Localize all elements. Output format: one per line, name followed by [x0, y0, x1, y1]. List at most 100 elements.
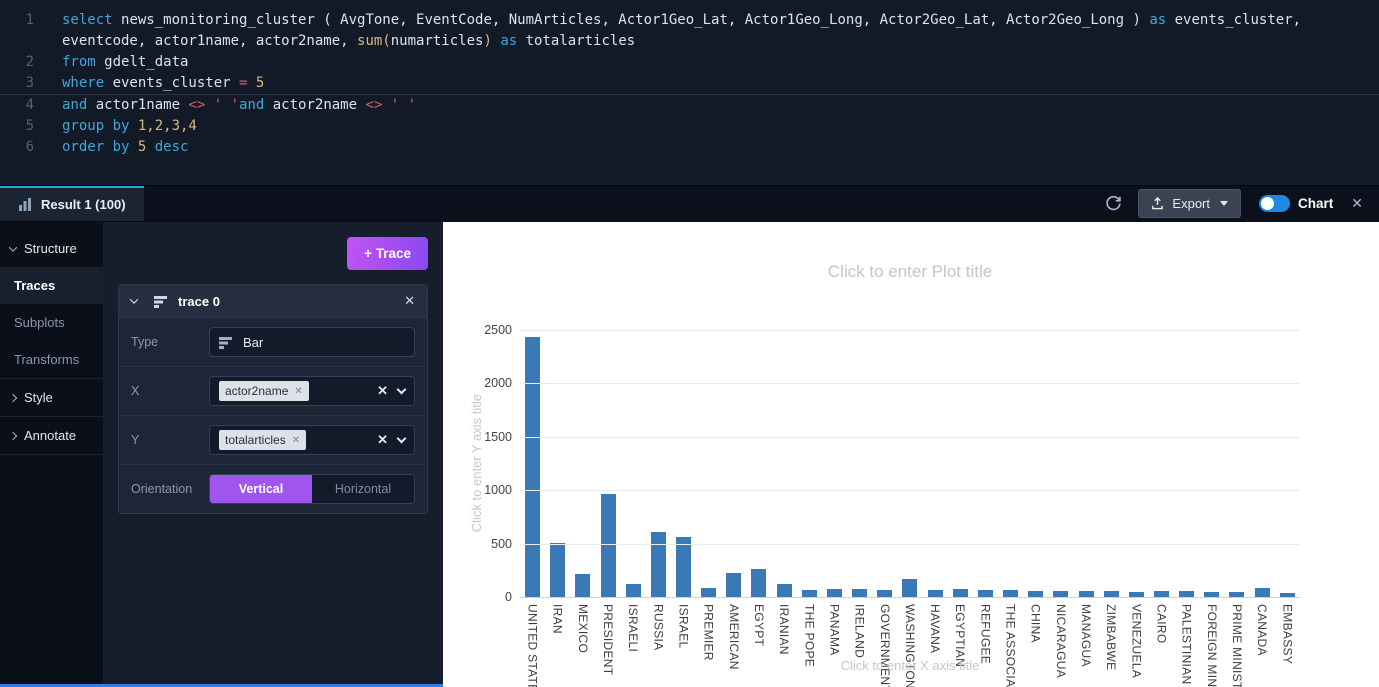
- bar-slot: [998, 330, 1023, 597]
- code-line-text: select news_monitoring_cluster ( AvgTone…: [62, 12, 1302, 49]
- field-row-type: Type Bar: [119, 318, 427, 367]
- x-label-slot: RUSSIA: [646, 604, 671, 687]
- sql-editor-lines: 1 select news_monitoring_cluster ( AvgTon…: [0, 10, 1379, 158]
- gridline: [520, 383, 1300, 385]
- x-tick-label: CAIRO: [1154, 604, 1169, 644]
- bars: [520, 330, 1300, 597]
- sidebar-item-structure[interactable]: Structure: [0, 230, 103, 267]
- bar-the-associated-press: [1003, 590, 1019, 597]
- code-line: 1 select news_monitoring_cluster ( AvgTon…: [0, 10, 1379, 52]
- close-result-icon[interactable]: ✕: [1351, 195, 1363, 211]
- bar-slot: [797, 330, 822, 597]
- x-tick-label: RUSSIA: [651, 604, 666, 651]
- bar-slot: [1250, 330, 1275, 597]
- bar-canada: [1254, 587, 1270, 597]
- y-column-chip: totalarticles ✕: [219, 430, 307, 450]
- bar-embassy: [1279, 592, 1295, 597]
- tab-result-1[interactable]: Result 1 (100): [0, 186, 144, 221]
- x-column-select[interactable]: actor2name ✕ ✕: [209, 376, 415, 406]
- chevron-right-icon: [8, 431, 18, 440]
- gridline: [520, 543, 1300, 545]
- plot-title-placeholder[interactable]: Click to enter Plot title: [827, 262, 993, 281]
- x-tick-label: FOREIGN MINISTER: [1204, 604, 1219, 687]
- bar-slot: [520, 330, 545, 597]
- x-axis-title-placeholder[interactable]: Click to enter X axis title: [840, 658, 980, 673]
- sidebar-item-style[interactable]: Style: [0, 379, 103, 417]
- x-label-slot: EGYPT: [746, 604, 771, 687]
- x-label-slot: EGYPTIAN: [948, 604, 973, 687]
- code-line-text: from gdelt_data: [62, 54, 189, 70]
- x-label-slot: MEXICO: [570, 604, 595, 687]
- trace-card-title: trace 0: [178, 293, 220, 309]
- x-tick-label: UNITED STATES: [525, 604, 540, 687]
- x-label-slot: MANAGUA: [1073, 604, 1098, 687]
- x-tick-label: CANADA: [1255, 604, 1270, 656]
- bar-slot: [923, 330, 948, 597]
- sidebar-item-label: Subplots: [14, 315, 65, 330]
- line-number: 3: [25, 75, 34, 91]
- bar-slot: [721, 330, 746, 597]
- trace-type-select[interactable]: Bar: [209, 327, 415, 357]
- bar-slot: [646, 330, 671, 597]
- y-column-select[interactable]: totalarticles ✕ ✕: [209, 425, 415, 455]
- line-number: 2: [25, 54, 34, 70]
- y-clear-icon[interactable]: ✕: [377, 432, 388, 447]
- x-label-slot: PRIME MINISTER: [1224, 604, 1249, 687]
- x-tick-label: CHINA: [1028, 604, 1043, 643]
- bar-slot: [545, 330, 570, 597]
- add-trace-button[interactable]: + Trace: [347, 237, 428, 270]
- y-chip-remove-icon[interactable]: ✕: [291, 434, 301, 446]
- x-label-slot: IRANIAN: [772, 604, 797, 687]
- x-tick-label: AMERICAN: [726, 604, 741, 670]
- x-clear-icon[interactable]: ✕: [377, 383, 388, 398]
- trace-close-icon[interactable]: ✕: [404, 293, 415, 308]
- x-tick-label: GOVERNMENT: [877, 604, 892, 687]
- sidebar-item-annotate[interactable]: Annotate: [0, 417, 103, 455]
- bar-slot: [696, 330, 721, 597]
- x-label-slot: IRELAND: [847, 604, 872, 687]
- orientation-option-horizontal[interactable]: Horizontal: [312, 475, 414, 503]
- export-button[interactable]: Export: [1138, 189, 1241, 218]
- trace-card-header[interactable]: trace 0 ✕: [119, 285, 427, 318]
- bar-slot: [746, 330, 771, 597]
- bar-panama: [826, 589, 842, 597]
- sidebar-item-label: Transforms: [14, 352, 80, 367]
- chart-toggle[interactable]: [1259, 195, 1290, 212]
- code-line-text: and actor1name <> ' 'and actor2name <> '…: [62, 97, 417, 113]
- panel-resize-indicator[interactable]: [0, 684, 443, 687]
- export-label: Export: [1172, 196, 1210, 211]
- trace-type-value: Bar: [243, 334, 264, 350]
- bar-slot: [822, 330, 847, 597]
- x-chip-remove-icon[interactable]: ✕: [294, 385, 303, 397]
- bar-slot: [621, 330, 646, 597]
- bar-slot: [1224, 330, 1249, 597]
- result-bar: Result 1 (100) Export Cha: [0, 185, 1379, 222]
- chevron-down-icon[interactable]: [129, 295, 139, 304]
- toggle-knob-icon: [1261, 197, 1274, 210]
- trace-bars-icon: [154, 295, 167, 308]
- x-tick-label: NICARAGUA: [1053, 604, 1068, 679]
- orientation-segmented-control: Vertical Horizontal: [209, 474, 415, 504]
- bar-venezuela: [1128, 591, 1144, 597]
- x-label-slot: PANAMA: [822, 604, 847, 687]
- sidebar-item-subplots[interactable]: Subplots: [0, 304, 103, 341]
- y-axis-title-placeholder[interactable]: Click to enter Y axis title: [469, 394, 484, 533]
- x-tick-label: IRELAND: [852, 604, 867, 659]
- x-label-slot: CAIRO: [1149, 604, 1174, 687]
- refresh-icon[interactable]: [1105, 195, 1122, 212]
- bar-type-icon: [219, 336, 232, 349]
- orientation-option-vertical[interactable]: Vertical: [210, 475, 312, 503]
- y-chip-label: totalarticles: [225, 433, 286, 447]
- y-dropdown-chevron-icon[interactable]: [396, 433, 407, 443]
- code-line: 3 where events_cluster = 5: [0, 73, 1379, 94]
- x-tick-label: EGYPT: [751, 604, 766, 647]
- sql-editor[interactable]: 1 select news_monitoring_cluster ( AvgTon…: [0, 0, 1379, 185]
- x-dropdown-chevron-icon[interactable]: [396, 384, 407, 394]
- sidebar-item-traces[interactable]: Traces: [0, 267, 103, 304]
- x-label-slot: HAVANA: [923, 604, 948, 687]
- bar-slot: [973, 330, 998, 597]
- code-line-text: order by 5 desc: [62, 139, 189, 155]
- x-label-slot: ISRAELI: [621, 604, 646, 687]
- sidebar-item-transforms[interactable]: Transforms: [0, 341, 103, 379]
